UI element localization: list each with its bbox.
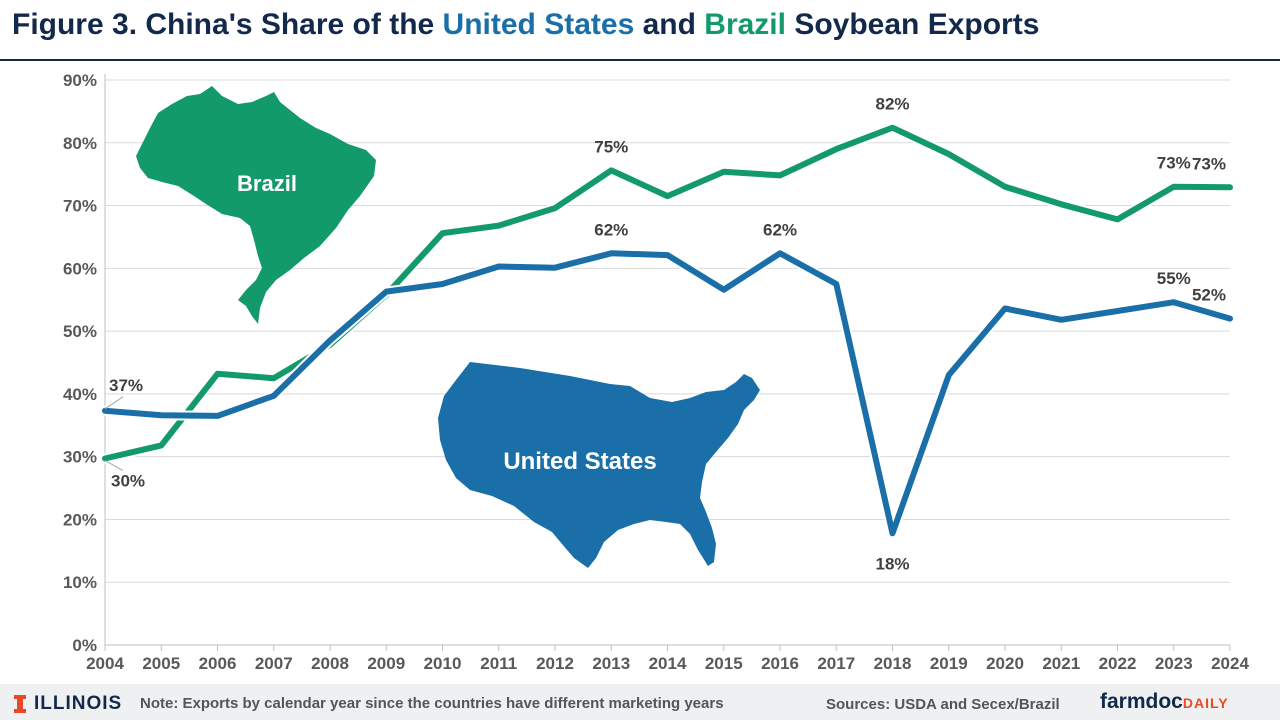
x-tick-label: 2007 bbox=[255, 654, 293, 673]
data-label: 75% bbox=[594, 137, 628, 156]
x-tick-label: 2016 bbox=[761, 654, 799, 673]
data-label: 82% bbox=[875, 95, 909, 114]
title-rule bbox=[0, 59, 1280, 61]
x-tick-label: 2021 bbox=[1042, 654, 1080, 673]
series-line-brazil bbox=[102, 124, 1233, 462]
illinois-block-i-icon bbox=[14, 695, 26, 713]
x-tick-label: 2020 bbox=[986, 654, 1024, 673]
y-tick-label: 90% bbox=[63, 71, 97, 90]
footer: ILLINOIS Note: Exports by calendar year … bbox=[0, 684, 1280, 720]
title-prefix: Figure 3. China's Share of the bbox=[12, 8, 443, 41]
y-tick-label: 80% bbox=[63, 134, 97, 153]
x-tick-label: 2004 bbox=[86, 654, 124, 673]
y-tick-label: 30% bbox=[63, 448, 97, 467]
y-tick-label: 50% bbox=[63, 322, 97, 341]
title-mid: and bbox=[634, 8, 705, 41]
y-tick-label: 10% bbox=[63, 573, 97, 592]
chart-title: Figure 3. China's Share of the United St… bbox=[12, 8, 1039, 42]
data-label: 73% bbox=[1157, 154, 1191, 173]
leader-line bbox=[104, 396, 124, 410]
title-us: United States bbox=[442, 8, 635, 41]
y-tick-label: 70% bbox=[63, 197, 97, 216]
x-tick-label: 2024 bbox=[1211, 654, 1249, 673]
x-tick-label: 2006 bbox=[199, 654, 237, 673]
illinois-wordmark: ILLINOIS bbox=[34, 693, 123, 714]
brazil-map-label: Brazil bbox=[237, 171, 297, 196]
data-labels: 37% 30% 75% 82% 73% 73% 62% 62% 18% 55%52% bbox=[104, 95, 1226, 573]
data-label: 62% bbox=[763, 220, 797, 239]
x-tick-label: 2017 bbox=[817, 654, 855, 673]
data-label: 52% bbox=[1192, 286, 1226, 305]
line-chart: 0% 10% 20% 30% 40% 50% 60% 70% 80% 90% 2004 2005 200… bbox=[63, 71, 1249, 673]
x-tick-label: 2011 bbox=[480, 654, 517, 673]
x-tick-label: 2019 bbox=[930, 654, 968, 673]
x-tick-label: 2013 bbox=[592, 654, 630, 673]
sources: Sources: USDA and Secex/Brazil bbox=[826, 696, 1060, 713]
data-label: 73% bbox=[1192, 154, 1226, 173]
illinois-logo: ILLINOIS bbox=[14, 693, 122, 715]
x-tick-label: 2015 bbox=[705, 654, 743, 673]
title-brazil: Brazil bbox=[704, 8, 786, 41]
axes: 0% 10% 20% 30% 40% 50% 60% 70% 80% 90% 2004 2005 200… bbox=[63, 71, 1249, 673]
y-tick-label: 0% bbox=[72, 636, 97, 655]
x-tick-label: 2012 bbox=[536, 654, 574, 673]
brazil-map-icon bbox=[136, 86, 376, 324]
x-tick-label: 2009 bbox=[367, 654, 405, 673]
data-label: 62% bbox=[594, 220, 628, 239]
us-map-label: United States bbox=[503, 448, 656, 475]
title-suffix: Soybean Exports bbox=[785, 8, 1040, 41]
x-tick-label: 2023 bbox=[1155, 654, 1193, 673]
farmdoc-daily-logo: farmdocDAILY bbox=[1100, 690, 1229, 714]
daily-wordmark: DAILY bbox=[1182, 695, 1229, 711]
footnote: Note: Exports by calendar year since the… bbox=[140, 695, 724, 712]
series-line-united-states bbox=[102, 250, 1233, 537]
x-tick-label: 2010 bbox=[424, 654, 462, 673]
united-states-map-icon bbox=[438, 362, 760, 568]
farmdoc-wordmark: farmdoc bbox=[1100, 690, 1183, 713]
y-tick-label: 20% bbox=[63, 510, 97, 529]
data-label: 18% bbox=[875, 554, 909, 573]
leader-line bbox=[104, 460, 124, 471]
data-label: 30% bbox=[111, 472, 145, 491]
y-tick-label: 40% bbox=[63, 385, 97, 404]
y-tick-label: 60% bbox=[63, 259, 97, 278]
series-lines bbox=[100, 122, 1235, 539]
x-tick-label: 2022 bbox=[1099, 654, 1137, 673]
x-tick-label: 2005 bbox=[142, 654, 180, 673]
x-tick-label: 2008 bbox=[311, 654, 349, 673]
x-tick-label: 2018 bbox=[874, 654, 912, 673]
x-tick-label: 2014 bbox=[649, 654, 687, 673]
data-label: 37% bbox=[109, 376, 143, 395]
data-label: 55% bbox=[1157, 269, 1191, 288]
